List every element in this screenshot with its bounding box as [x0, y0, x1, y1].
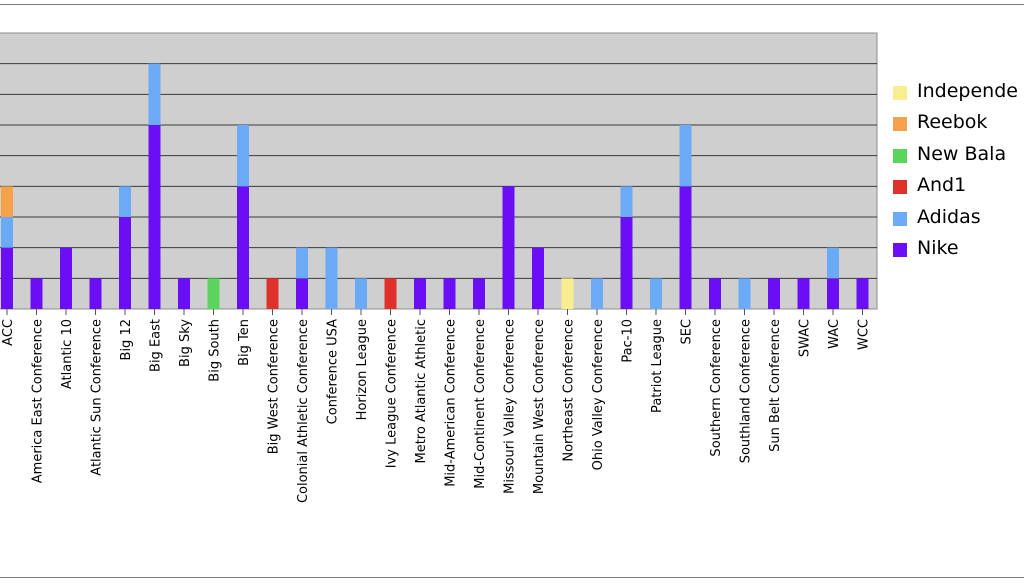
bar-nike-big-sky	[178, 278, 190, 309]
bar-adidas-pac-10	[620, 186, 633, 217]
bar-nike-wac	[827, 278, 839, 309]
x-tick-label: Conference USA	[326, 319, 341, 424]
bar-nike-mountain-west-conference	[532, 247, 544, 309]
legend-label-nike: Nike	[917, 236, 959, 259]
plot-area	[0, 32, 878, 310]
bar-nike-metro-atlantic-athletic	[414, 278, 426, 309]
bar-nike-sun-belt-conference	[768, 278, 780, 309]
bar-and1-ivy-league-conference	[384, 278, 397, 309]
x-tick-label: Sun Belt Conference	[768, 319, 783, 452]
bar-nike-pac-10	[620, 217, 633, 309]
bar-adidas-horizon-league	[355, 278, 367, 309]
bar-nike-atlantic-sun-conference	[89, 278, 102, 309]
x-tick-label: Mid-Continent Conference	[473, 319, 488, 489]
x-tick-label: Big West Conference	[267, 319, 282, 454]
bar-nike-mid-american-conference	[443, 278, 456, 309]
bar-nike-mid-continent-conference	[473, 278, 485, 309]
bar-adidas-acc	[1, 217, 13, 248]
bar-nike-america-east-conference	[30, 278, 43, 309]
x-tick-label: Atlantic 10	[60, 319, 75, 389]
x-tick-label: Mountain West Conference	[532, 319, 547, 494]
legend-swatch-new-balance	[893, 148, 907, 163]
bar-nike-acc	[1, 247, 13, 309]
x-tick-label: Big 12	[119, 319, 134, 360]
bar-nike-sec	[679, 186, 692, 309]
x-tick-label: WAC	[827, 319, 842, 349]
chart-frame	[0, 4, 1024, 578]
x-tick-label: Ohio Valley Conference	[591, 319, 606, 470]
bar-nike-colonial-athletic-conference	[296, 278, 308, 309]
legend-swatch-adidas	[893, 211, 907, 226]
x-tick-label: Pac-10	[621, 319, 636, 363]
bar-nike-southern-conference	[709, 278, 721, 309]
x-tick-label: Big South	[208, 319, 223, 382]
x-tick-label: Metro Atlantic Athletic	[414, 319, 429, 464]
legend-label-independent: Independe	[917, 80, 1018, 102]
x-tick-label: Northeast Conference	[562, 319, 577, 462]
x-tick-label: Ivy League Conference	[385, 319, 400, 468]
x-tick-label: SWAC	[798, 319, 813, 357]
legend-label-new-balance: New Bala	[917, 142, 1007, 165]
bar-adidas-big-ten	[237, 125, 249, 187]
x-tick-label: Southland Conference	[739, 319, 754, 463]
bar-nike-big-east	[148, 125, 161, 309]
legend-label-and1: And1	[917, 174, 967, 197]
x-tick-label: America East Conference	[31, 319, 46, 483]
x-tick-label: ACC	[1, 319, 16, 346]
x-tick-label: Colonial Athletic Conference	[296, 319, 311, 503]
legend-swatch-and1	[893, 180, 907, 195]
legend-swatch-independent	[893, 86, 907, 100]
x-tick-label: Horizon League	[355, 319, 370, 420]
bar-adidas-big-east	[148, 63, 161, 125]
bar-nike-wcc	[856, 278, 869, 309]
legend-label-reebok: Reebok	[917, 111, 988, 134]
x-tick-label: Big East	[149, 319, 164, 372]
legend-swatch-reebok	[893, 117, 907, 132]
legend-swatch-nike	[893, 242, 907, 257]
bar-adidas-patriot-league	[650, 278, 662, 309]
x-tick-label: Southern Conference	[709, 319, 724, 457]
x-tick-label: Mid-American Conference	[444, 319, 459, 487]
x-tick-label: Big Sky	[178, 319, 193, 367]
x-tick-label: Big Ten	[237, 319, 252, 366]
x-tick-label: SEC	[680, 319, 695, 345]
bar-adidas-wac	[827, 247, 839, 279]
bar-adidas-southland-conference	[738, 278, 751, 309]
x-tick-label: Patriot League	[650, 319, 665, 413]
x-tick-label: WCC	[857, 319, 872, 350]
bar-adidas-sec	[679, 125, 692, 187]
bar-nike-big-12	[119, 217, 131, 309]
x-tick-label: Missouri Valley Conference	[503, 319, 518, 494]
bar-nike-big-ten	[237, 186, 249, 309]
bar-adidas-ohio-valley-conference	[591, 278, 603, 309]
bar-independent-northeast-conference	[561, 278, 574, 309]
legend-label-adidas: Adidas	[917, 205, 981, 228]
bar-nike-atlantic-10	[60, 247, 72, 309]
bar-nike-missouri-valley-conference	[502, 186, 515, 309]
bar-adidas-big-12	[119, 186, 131, 217]
bar-adidas-conference-usa	[325, 247, 338, 309]
bar-reebok-acc	[1, 186, 13, 217]
bar-nike-swac	[797, 278, 810, 309]
bar-and1-big-west-conference	[266, 278, 279, 309]
x-tick-label: Atlantic Sun Conference	[90, 319, 105, 476]
bar-adidas-colonial-athletic-conference	[296, 247, 308, 279]
bar-new-balance-big-south	[207, 278, 220, 309]
